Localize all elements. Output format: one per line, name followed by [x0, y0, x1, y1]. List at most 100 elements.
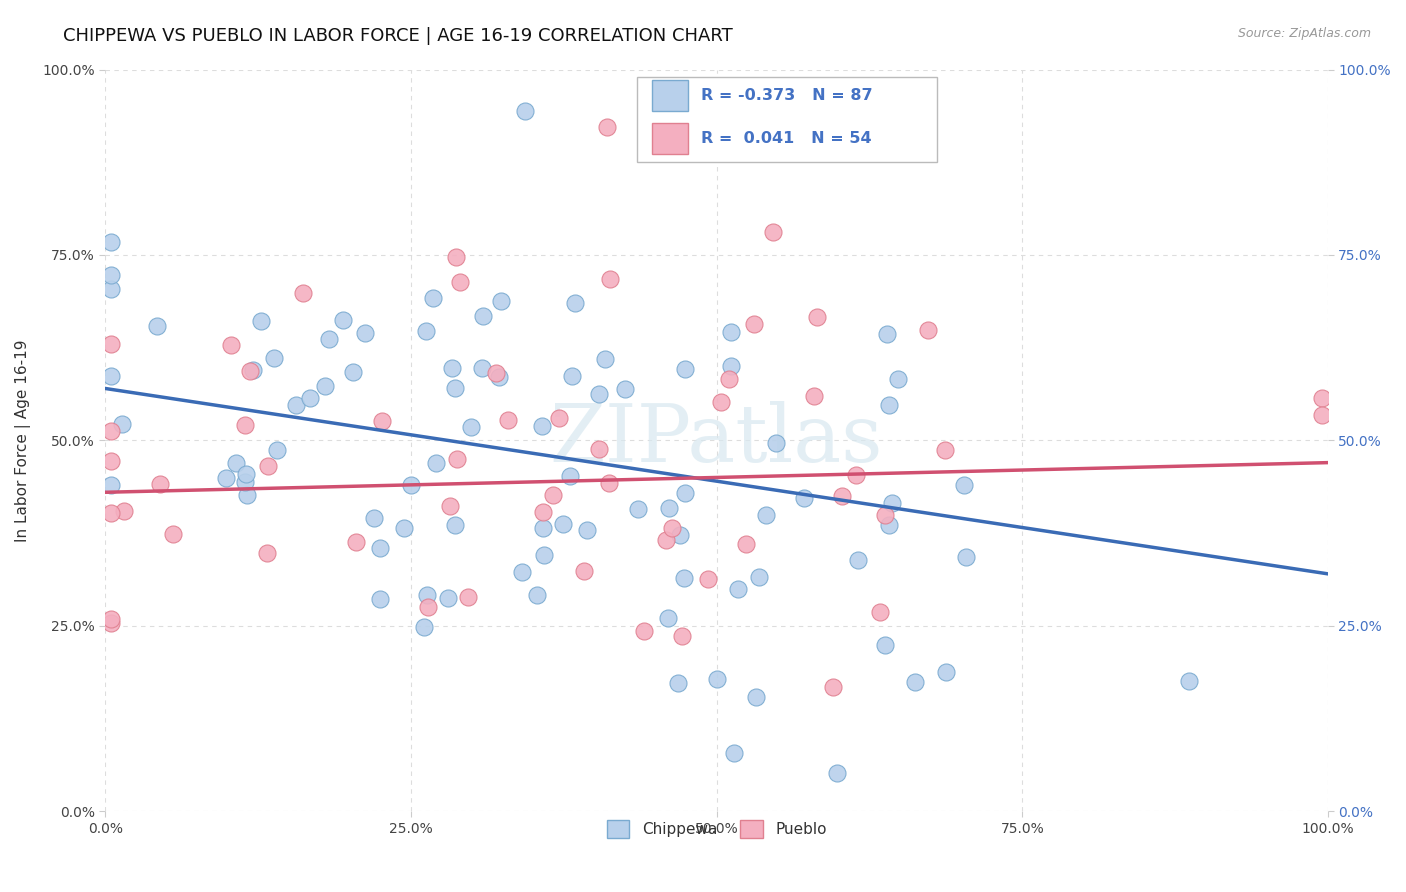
Point [734, 537, 756, 551]
Point [846, 553, 869, 567]
Text: Source: ZipAtlas.com: Source: ZipAtlas.com [1237, 27, 1371, 40]
Point [720, 325, 742, 339]
Point [436, 591, 458, 605]
Point [471, 360, 494, 375]
Point [422, 291, 444, 305]
Point [225, 456, 247, 470]
Point [1178, 673, 1201, 688]
Text: ZIPatlas: ZIPatlas [550, 401, 883, 479]
Point [291, 285, 314, 300]
FancyBboxPatch shape [637, 77, 936, 162]
Point [718, 372, 741, 386]
Point [399, 477, 422, 491]
Point [332, 313, 354, 327]
Point [710, 394, 733, 409]
Point [748, 570, 770, 584]
Point [614, 382, 637, 396]
Point [934, 442, 956, 457]
Point [512, 566, 534, 580]
Point [100, 368, 122, 383]
Point [576, 523, 599, 537]
Point [368, 591, 391, 606]
Point [263, 351, 285, 365]
Point [219, 337, 242, 351]
Point [235, 467, 257, 482]
Point [371, 413, 394, 427]
Point [548, 411, 571, 425]
Point [242, 363, 264, 377]
Legend: Chippewa, Pueblo: Chippewa, Pueblo [600, 814, 832, 845]
Point [876, 327, 898, 342]
Point [596, 120, 619, 134]
Point [531, 505, 554, 519]
Point [111, 417, 134, 431]
Point [315, 378, 337, 392]
Point [673, 571, 696, 585]
Point [415, 324, 437, 338]
Point [825, 765, 848, 780]
Point [446, 452, 468, 467]
Point [599, 271, 621, 285]
Point [266, 443, 288, 458]
Point [655, 533, 678, 548]
Point [806, 310, 828, 324]
Point [727, 582, 749, 596]
Point [257, 458, 280, 473]
Point [444, 518, 467, 533]
Point [1310, 408, 1333, 422]
Point [598, 476, 620, 491]
Point [588, 387, 610, 401]
Point [706, 672, 728, 686]
Point [627, 502, 650, 516]
Point [803, 388, 825, 402]
Point [162, 526, 184, 541]
Point [661, 520, 683, 534]
Point [533, 548, 555, 562]
Point [318, 332, 340, 346]
Point [100, 235, 122, 249]
Point [666, 676, 689, 690]
Point [449, 276, 471, 290]
Point [299, 391, 322, 405]
Point [673, 485, 696, 500]
Point [485, 366, 508, 380]
Point [593, 351, 616, 366]
Point [100, 616, 122, 631]
Point [394, 521, 416, 535]
Point [673, 362, 696, 376]
Point [100, 477, 122, 491]
Point [233, 475, 256, 489]
Point [460, 419, 482, 434]
Point [250, 314, 273, 328]
Point [879, 398, 901, 412]
Point [100, 612, 122, 626]
Point [145, 318, 167, 333]
Point [100, 337, 122, 351]
Point [530, 418, 553, 433]
Text: R = -0.373   N = 87: R = -0.373 N = 87 [700, 88, 872, 103]
Point [657, 611, 679, 625]
Point [917, 323, 939, 337]
Point [472, 310, 495, 324]
Point [561, 369, 583, 384]
Text: CHIPPEWA VS PUEBLO IN LABOR FORCE | AGE 16-19 CORRELATION CHART: CHIPPEWA VS PUEBLO IN LABOR FORCE | AGE … [63, 27, 733, 45]
Point [488, 369, 510, 384]
Point [723, 746, 745, 760]
Bar [652, 122, 689, 153]
Point [742, 317, 765, 331]
Point [149, 477, 172, 491]
Point [572, 564, 595, 578]
Point [935, 665, 957, 680]
Point [344, 535, 367, 549]
Point [744, 690, 766, 704]
Point [955, 550, 977, 565]
Point [100, 454, 122, 468]
Point [869, 605, 891, 619]
Point [489, 294, 512, 309]
Point [658, 501, 681, 516]
Point [526, 588, 548, 602]
Point [720, 359, 742, 374]
Point [439, 500, 461, 514]
Point [762, 225, 785, 239]
Point [368, 541, 391, 555]
